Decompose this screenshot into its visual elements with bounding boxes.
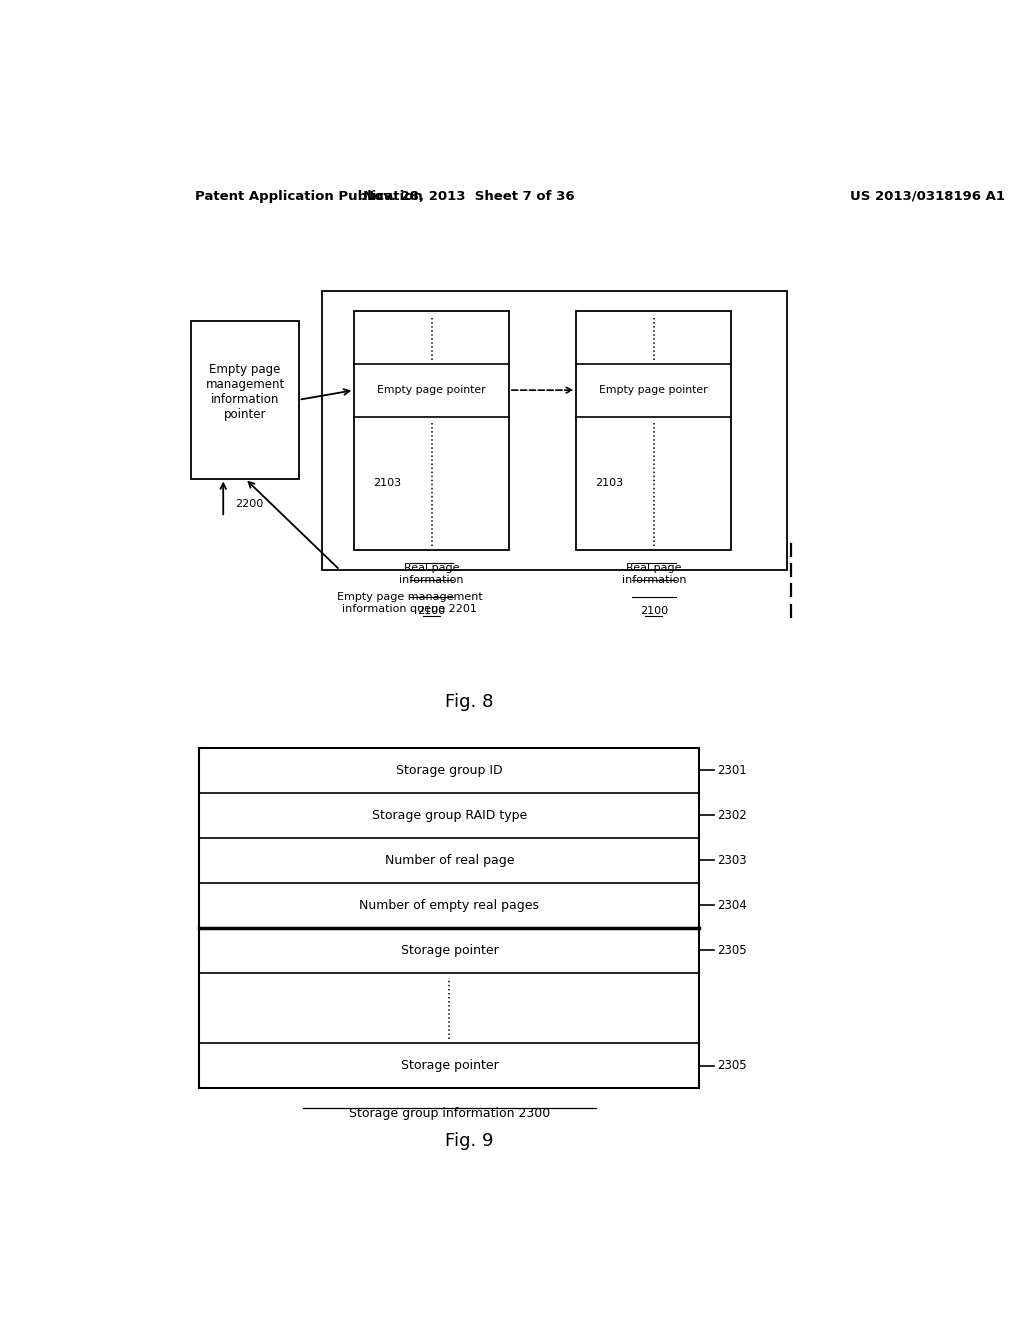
Text: Storage pointer: Storage pointer — [400, 944, 499, 957]
Bar — [354, 312, 509, 549]
Text: Storage group ID: Storage group ID — [396, 764, 503, 777]
Text: Storage group RAID type: Storage group RAID type — [372, 809, 527, 822]
Text: 2303: 2303 — [717, 854, 746, 867]
Text: Storage group information 2300: Storage group information 2300 — [349, 1106, 550, 1119]
Bar — [200, 748, 699, 1089]
Text: 2301: 2301 — [717, 764, 746, 777]
Text: Empty page management
information queue 2201: Empty page management information queue … — [337, 593, 482, 614]
Text: 2304: 2304 — [717, 899, 746, 912]
Text: Real page
information: Real page information — [399, 562, 464, 585]
Text: Fig. 8: Fig. 8 — [445, 693, 494, 711]
Text: 2200: 2200 — [236, 499, 263, 510]
Bar — [577, 312, 731, 549]
Text: Patent Application Publication: Patent Application Publication — [196, 190, 423, 202]
Text: US 2013/0318196 A1: US 2013/0318196 A1 — [850, 190, 1006, 202]
Text: Nov. 28, 2013  Sheet 7 of 36: Nov. 28, 2013 Sheet 7 of 36 — [364, 190, 575, 202]
Text: Real page
information: Real page information — [622, 562, 686, 585]
Text: 2100: 2100 — [418, 606, 445, 615]
Text: Fig. 9: Fig. 9 — [445, 1133, 494, 1150]
Bar — [191, 321, 299, 479]
Text: Empty page pointer: Empty page pointer — [377, 385, 485, 395]
Bar — [323, 290, 786, 570]
Text: 2100: 2100 — [640, 606, 668, 615]
Text: Number of real page: Number of real page — [385, 854, 514, 867]
Text: Storage pointer: Storage pointer — [400, 1060, 499, 1072]
Text: 2103: 2103 — [595, 478, 624, 488]
Text: Empty page pointer: Empty page pointer — [599, 385, 708, 395]
Text: 2302: 2302 — [717, 809, 746, 822]
Text: 2305: 2305 — [717, 944, 746, 957]
Text: Number of empty real pages: Number of empty real pages — [359, 899, 540, 912]
Text: 2305: 2305 — [717, 1060, 746, 1072]
Text: 2103: 2103 — [373, 478, 401, 488]
Text: Empty page
management
information
pointer: Empty page management information pointe… — [206, 363, 285, 421]
